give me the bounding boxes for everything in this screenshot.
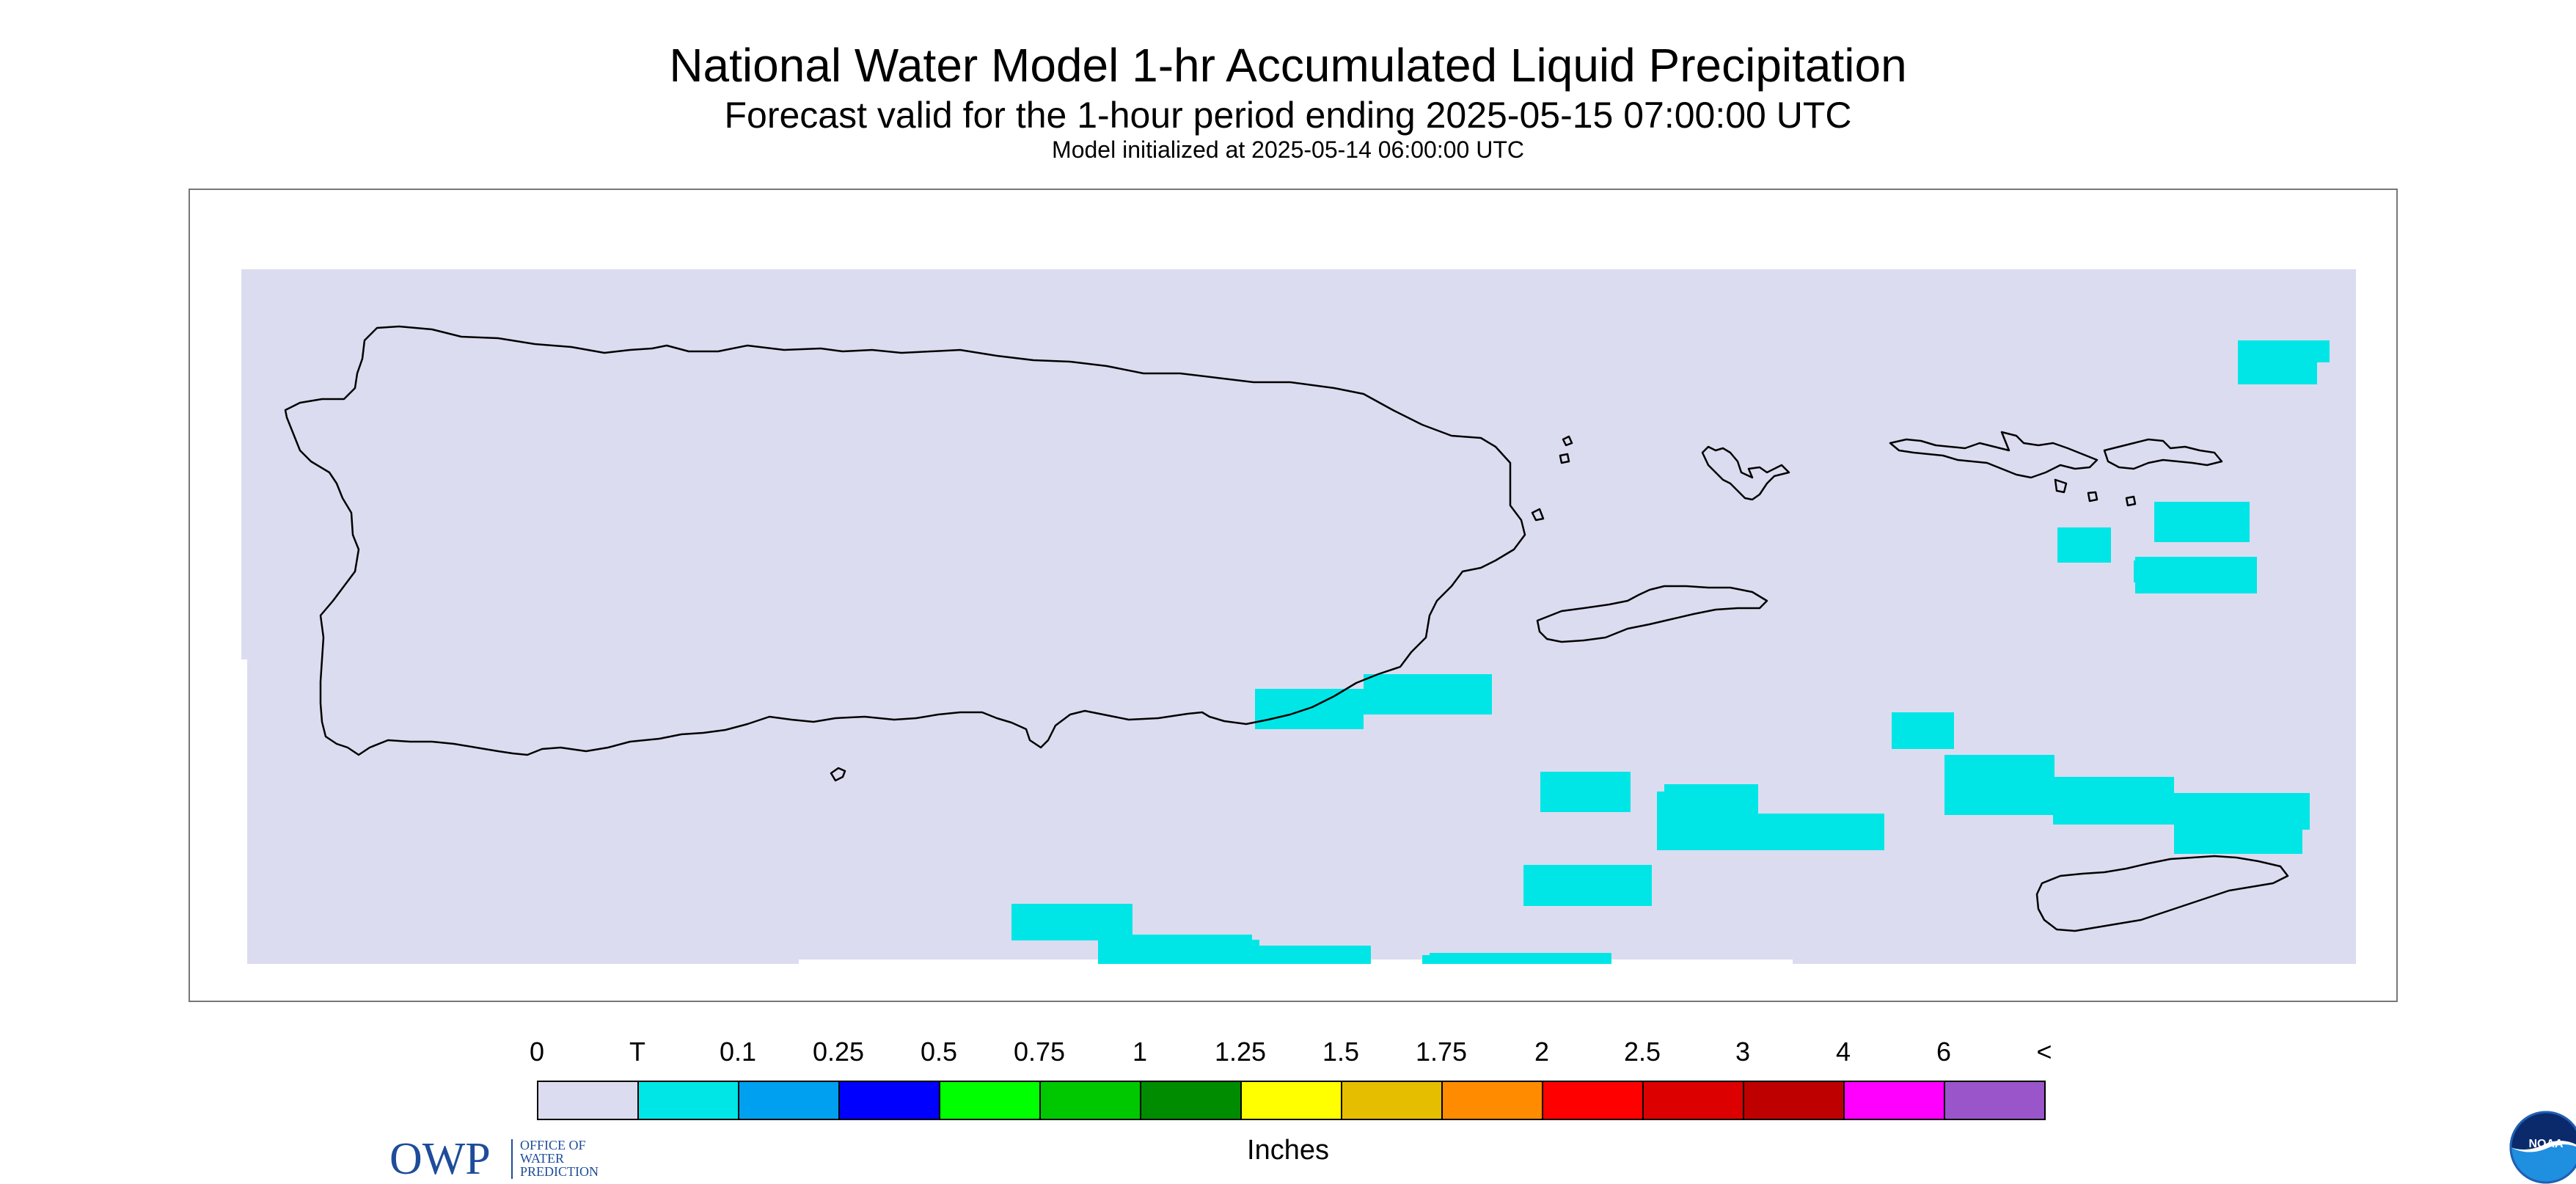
legend-tick-label: T: [629, 1037, 645, 1067]
colorbar-segment: [1041, 1082, 1141, 1119]
colorbar-segment: [739, 1082, 840, 1119]
precip-cell: [1364, 704, 1437, 715]
colorbar-segment: [1342, 1082, 1443, 1119]
precip-cell: [1098, 940, 1256, 964]
colorbar-segment: [1845, 1082, 1945, 1119]
colorbar-segment: [1945, 1082, 2044, 1119]
precip-cell: [2154, 502, 2250, 542]
legend-labels: 0 T 0.1 0.25 0.5 0.75 1 1.25 1.5 1.75 2 2.5 3 4 6 <: [0, 1037, 2576, 1081]
legend-tick-label: 4: [1835, 1037, 1851, 1067]
colorbar-segment: [538, 1082, 639, 1119]
precip-cell: [1540, 772, 1631, 812]
spanish-virgin-cays: [1559, 453, 1570, 464]
legend-tick-label: 0.25: [812, 1037, 865, 1067]
owp-org-line: OFFICE OF: [520, 1138, 586, 1152]
precip-cell: [1892, 712, 1954, 749]
precip-cell: [1664, 784, 1758, 814]
map-subtitle: Forecast valid for the 1-hour period end…: [724, 95, 1852, 136]
precip-cell: [2053, 777, 2174, 825]
owp-org-line: PREDICTION: [520, 1164, 599, 1179]
colorbar-segment: [1443, 1082, 1543, 1119]
colorbar-segment: [1141, 1082, 1242, 1119]
colorbar-segment: [639, 1082, 739, 1119]
st-thomas-cays: [2087, 491, 2099, 503]
precip-cell: [2057, 527, 2111, 563]
legend-tick-label: 0.1: [719, 1037, 757, 1067]
legend-tick-label: 2.5: [1623, 1037, 1661, 1067]
colorbar-segment: [940, 1082, 1041, 1119]
colorbar-segment: [1744, 1082, 1845, 1119]
vieques-coastline: [1536, 585, 1768, 643]
st-thomas-coastline: [1889, 431, 2099, 479]
st-thomas-cays: [2125, 495, 2137, 507]
spanish-virgin-cays: [1531, 508, 1545, 522]
precip-cell: [1657, 814, 1884, 850]
mona-island-coastline: [830, 767, 846, 782]
coastlines: [284, 325, 2289, 932]
culebra-coastline: [1701, 445, 1790, 501]
precip-field-zero: [241, 269, 2356, 964]
legend-tick-label: 0.5: [920, 1037, 958, 1067]
map-title: National Water Model 1-hr Accumulated Li…: [669, 39, 1907, 92]
legend-tick-label: 6: [1936, 1037, 1952, 1067]
precip-cell: [2238, 362, 2317, 384]
legend-tick-label: 1.25: [1214, 1037, 1267, 1067]
noaa-text: NOAA: [2528, 1138, 2564, 1150]
puerto-rico-coastline: [284, 325, 1526, 756]
legend-tick-label: 2: [1534, 1037, 1550, 1067]
legend-units: Inches: [1247, 1135, 1329, 1166]
legend-tick-label: 3: [1735, 1037, 1751, 1067]
owp-org-name: OFFICE OF WATER PREDICTION: [520, 1139, 630, 1178]
st-john-coastline: [2103, 438, 2223, 470]
colorbar-segment: [840, 1082, 940, 1119]
model-init-text: Model initialized at 2025-05-14 06:00:00…: [1052, 136, 1524, 163]
precip-cell: [1430, 953, 1611, 964]
colorbar-segment: [1543, 1082, 1644, 1119]
colorbar-segment: [1644, 1082, 1744, 1119]
owp-org-line: WATER: [520, 1151, 564, 1166]
precip-cell: [1246, 946, 1371, 964]
legend-tick-label: 0.75: [1013, 1037, 1066, 1067]
st-croix-coastline: [2035, 855, 2289, 932]
precipitation-map: [241, 269, 2356, 964]
st-thomas-cays: [2054, 478, 2068, 494]
owp-letters: OWP: [389, 1134, 491, 1184]
map-panel: OWP OFFICE OF WATER PREDICTION NOAA: [189, 189, 2576, 1184]
precip-cell: [1944, 755, 2054, 815]
precip-cell: [2134, 560, 2167, 582]
legend-tick-label: 1: [1132, 1037, 1148, 1067]
precip-cell: [1011, 904, 1133, 940]
spanish-virgin-cays: [1562, 435, 1573, 447]
legend-tick-label: 1.75: [1415, 1037, 1468, 1067]
precip-cell: [1523, 865, 1652, 906]
colorbar-segment: [1242, 1082, 1342, 1119]
precip-cell: [2174, 793, 2310, 830]
precip-cell: [2238, 340, 2330, 362]
precip-cell: [2174, 825, 2302, 854]
legend-tick-label: <: [2036, 1037, 2052, 1067]
legend-tick-label: 0: [529, 1037, 545, 1067]
noaa-logo: NOAA: [2509, 1111, 2576, 1184]
legend-tick-label: 1.5: [1322, 1037, 1360, 1067]
precip-colorbar: [537, 1081, 2046, 1120]
owp-divider: [511, 1139, 513, 1179]
